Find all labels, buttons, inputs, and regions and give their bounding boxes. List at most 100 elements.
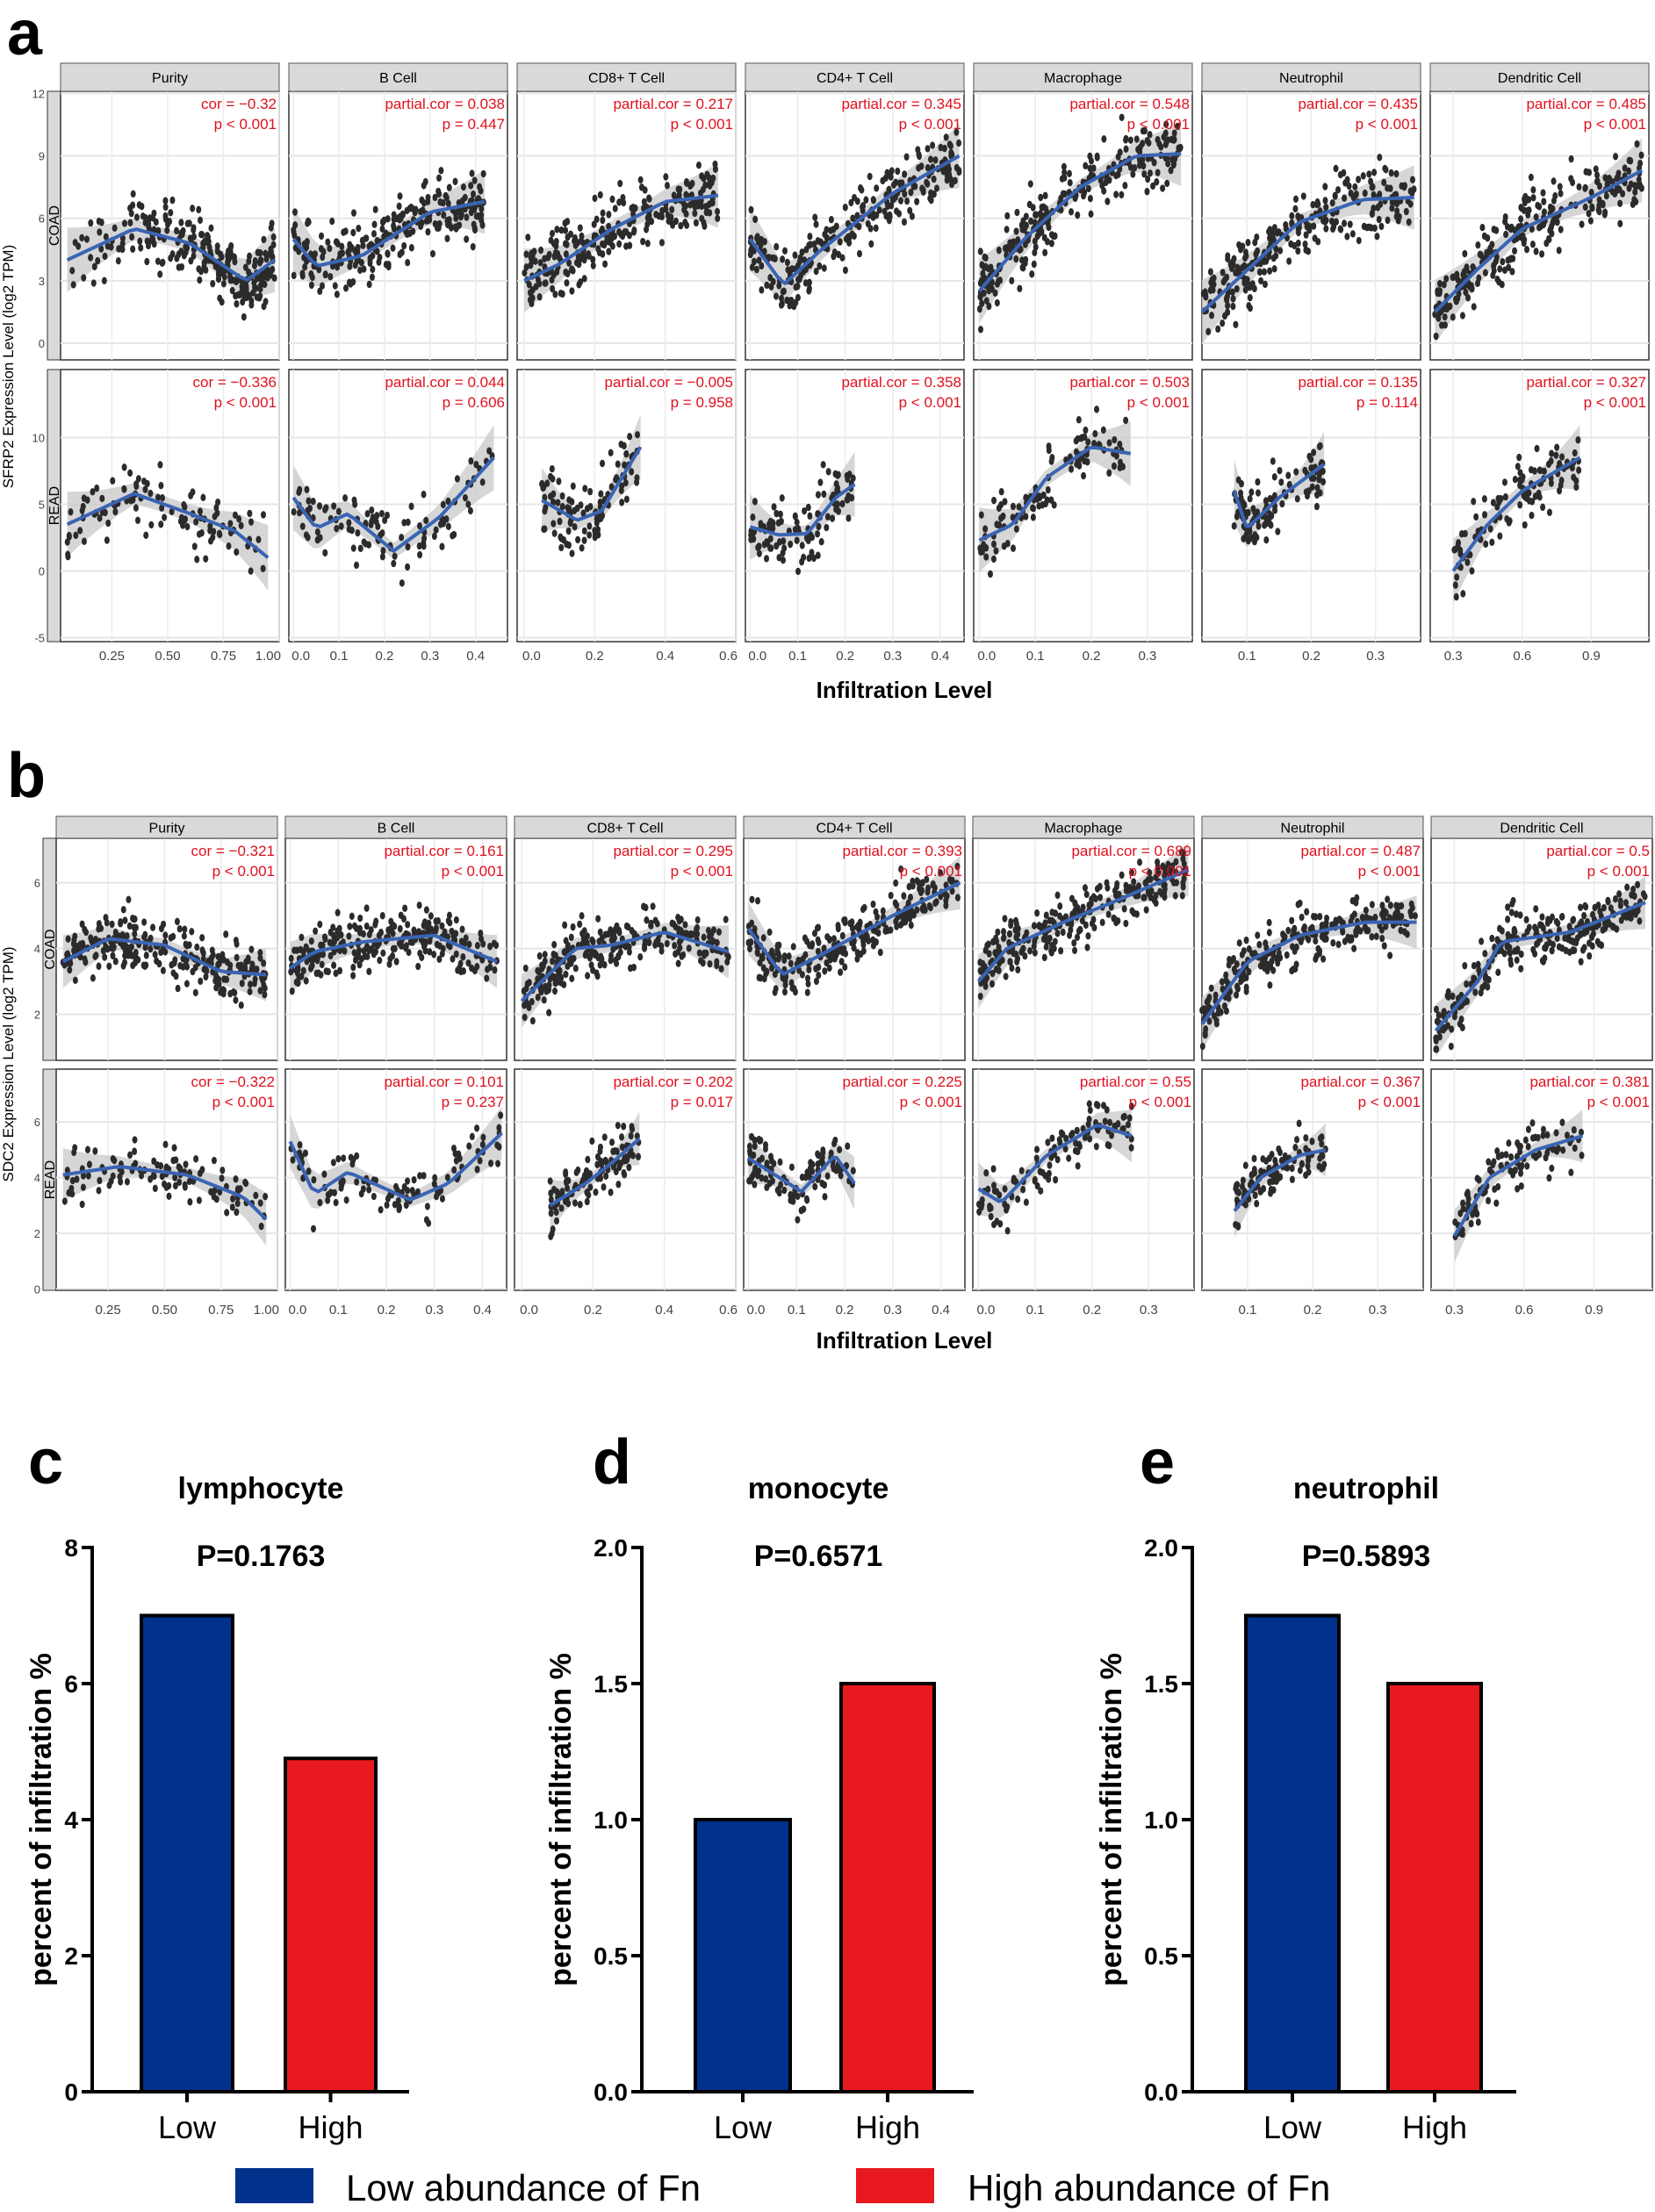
scatter-point bbox=[925, 180, 931, 188]
scatter-point bbox=[1004, 226, 1010, 233]
scatter-point bbox=[379, 912, 385, 920]
scatter-point bbox=[1277, 247, 1284, 255]
scatter-point bbox=[1279, 499, 1285, 508]
scatter-point bbox=[1130, 170, 1136, 178]
scatter-point bbox=[1576, 466, 1582, 474]
scatter-point bbox=[559, 502, 565, 511]
scatter-point bbox=[981, 541, 987, 549]
scatter-point bbox=[1482, 950, 1488, 958]
scatter-point bbox=[92, 935, 98, 944]
scatter-point bbox=[1455, 276, 1461, 284]
scatter-point bbox=[1234, 284, 1240, 293]
scatter-point bbox=[1156, 140, 1162, 148]
scatter-point bbox=[1504, 223, 1510, 231]
scatter-point bbox=[1548, 479, 1554, 487]
scatter-point bbox=[437, 198, 443, 206]
scatter-point bbox=[1011, 544, 1017, 552]
scatter-point bbox=[1006, 930, 1012, 938]
scatter-point bbox=[1206, 994, 1212, 1002]
scatter-point bbox=[623, 495, 630, 503]
scatter-point bbox=[169, 196, 176, 205]
scatter-point bbox=[142, 485, 148, 493]
scatter-point bbox=[1022, 952, 1028, 960]
scatter-point bbox=[229, 1203, 235, 1211]
scatter-point bbox=[1526, 489, 1532, 497]
scatter-point bbox=[586, 252, 592, 260]
correlation-annotation: cor = −0.32 bbox=[201, 96, 277, 112]
scatter-point bbox=[419, 219, 425, 226]
scatter-point bbox=[73, 531, 79, 540]
scatter-point bbox=[1534, 444, 1540, 453]
scatter-point bbox=[1094, 406, 1100, 413]
scatter-point bbox=[706, 180, 712, 189]
scatter-point bbox=[72, 976, 78, 985]
scatter-point bbox=[255, 248, 261, 256]
scatter-point bbox=[522, 269, 528, 277]
scatter-point bbox=[155, 257, 161, 265]
scatter-point bbox=[1091, 923, 1097, 932]
confidence-band bbox=[979, 420, 1131, 573]
scatter-point bbox=[1141, 894, 1148, 901]
scatter-point bbox=[1254, 233, 1260, 241]
scatter-point bbox=[786, 297, 792, 305]
scatter-point bbox=[772, 255, 778, 263]
scatter-point bbox=[993, 547, 999, 555]
scatter-point bbox=[370, 265, 376, 274]
scatter-point bbox=[182, 1183, 188, 1191]
scatter-point bbox=[649, 217, 655, 226]
scatter-point bbox=[609, 195, 615, 204]
scatter-point bbox=[825, 468, 831, 476]
scatter-point bbox=[155, 1160, 161, 1169]
scatter-point bbox=[1569, 463, 1575, 472]
scatter-point bbox=[1532, 923, 1538, 931]
scatter-point bbox=[241, 312, 247, 321]
scatter-point bbox=[130, 201, 136, 209]
scatter-point bbox=[910, 183, 917, 190]
scatter-point bbox=[1285, 926, 1292, 935]
scatter-point bbox=[612, 925, 618, 934]
scatter-point bbox=[304, 257, 310, 265]
scatter-point bbox=[380, 547, 386, 555]
scatter-point bbox=[247, 988, 253, 995]
scatter-point bbox=[291, 232, 298, 240]
scatter-point bbox=[1505, 256, 1511, 264]
scatter-point bbox=[1049, 908, 1055, 916]
correlation-annotation: partial.cor = 0.217 bbox=[613, 96, 733, 112]
scatter-point bbox=[1335, 186, 1342, 194]
scatter-point bbox=[1512, 247, 1518, 255]
scatter-point bbox=[1103, 178, 1109, 187]
scatter-point bbox=[421, 542, 427, 550]
scatter-point bbox=[455, 208, 461, 216]
scatter-point bbox=[378, 929, 384, 937]
scatter-point bbox=[1310, 201, 1316, 209]
scatter-point bbox=[749, 895, 755, 903]
scatter-point bbox=[1342, 219, 1348, 227]
scatter-point bbox=[405, 563, 411, 571]
scatter-point bbox=[1349, 913, 1356, 921]
scatter-point bbox=[1412, 912, 1418, 920]
scatter-point bbox=[1344, 176, 1350, 183]
scatter-point bbox=[822, 967, 828, 975]
row-strip-label: COAD bbox=[43, 929, 58, 969]
scatter-point bbox=[155, 226, 162, 235]
scatter-point bbox=[1029, 270, 1035, 278]
scatter-point bbox=[813, 220, 819, 228]
scatter-point bbox=[234, 1199, 241, 1208]
scatter-point bbox=[1582, 901, 1588, 910]
scatter-point bbox=[135, 475, 141, 483]
scatter-point bbox=[302, 263, 308, 271]
scatter-point bbox=[1453, 592, 1459, 601]
scatter-point bbox=[817, 238, 824, 246]
scatter-point bbox=[1013, 255, 1019, 263]
scatter-point bbox=[1207, 268, 1213, 276]
scatter-point bbox=[1626, 184, 1632, 192]
scatter-point bbox=[1374, 233, 1380, 241]
scatter-point bbox=[230, 1195, 236, 1203]
scatter-point bbox=[366, 967, 372, 975]
scatter-point bbox=[436, 942, 443, 950]
scatter-point bbox=[1626, 167, 1632, 176]
loess-trend-line bbox=[749, 483, 856, 537]
scatter-point bbox=[1381, 178, 1387, 187]
scatter-point bbox=[88, 254, 94, 262]
